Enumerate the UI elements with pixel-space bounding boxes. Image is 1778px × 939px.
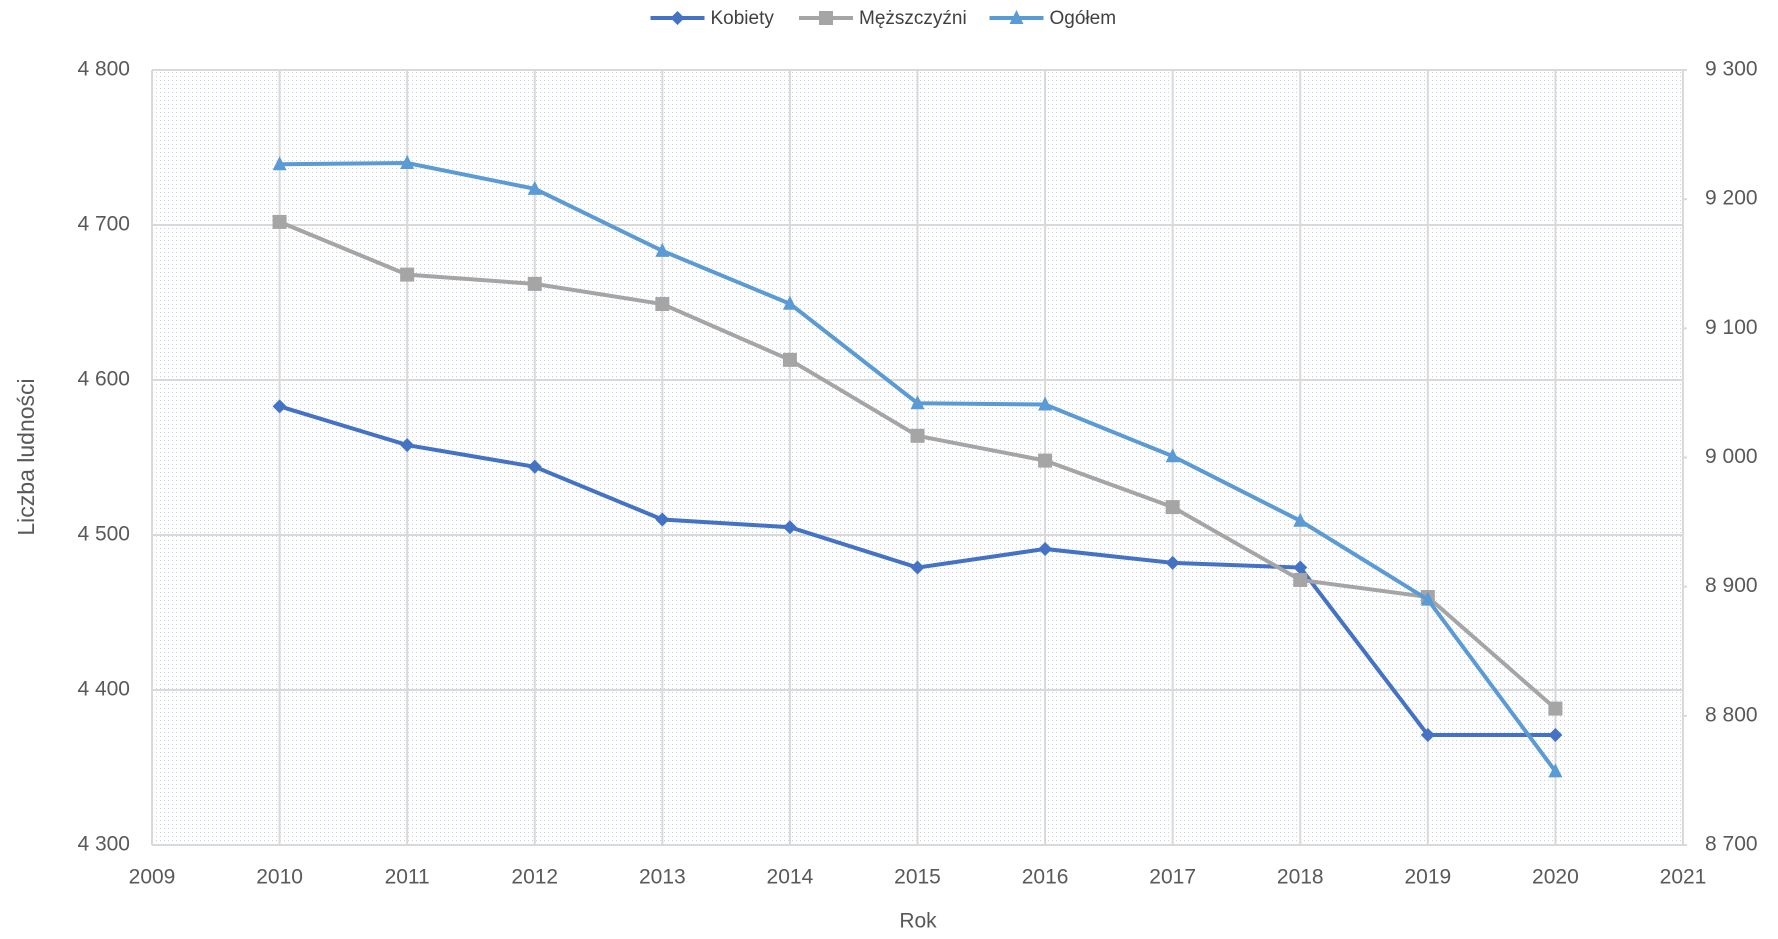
marker <box>1548 727 1563 742</box>
marker <box>1293 572 1308 587</box>
marker <box>1165 500 1180 515</box>
marker <box>782 295 797 310</box>
marker <box>1038 396 1053 411</box>
marker <box>1420 727 1435 742</box>
marker <box>655 297 670 312</box>
y-tick-label: 4 500 <box>77 523 130 546</box>
x-tick-label: 2010 <box>256 866 303 889</box>
y2-tick-label: 9 200 <box>1705 187 1758 210</box>
marker <box>400 438 415 453</box>
y-tick-label: 4 600 <box>77 368 130 391</box>
marker <box>670 11 685 25</box>
marker <box>910 428 925 443</box>
x-axis-title: Rok <box>899 910 937 933</box>
marker <box>272 399 287 414</box>
marker <box>527 180 542 195</box>
marker <box>655 512 670 527</box>
x-tick-label: 2021 <box>1660 866 1707 889</box>
marker <box>910 395 925 410</box>
marker <box>527 459 542 474</box>
marker <box>1293 512 1308 527</box>
x-tick-label: 2013 <box>639 866 686 889</box>
x-tick-label: 2015 <box>894 866 941 889</box>
x-tick-label: 2018 <box>1277 866 1324 889</box>
x-tick-label: 2012 <box>511 866 558 889</box>
y-tick-label: 4 700 <box>77 213 130 236</box>
marker <box>1009 10 1024 24</box>
marker <box>272 156 287 171</box>
x-tick-label: 2019 <box>1404 866 1451 889</box>
marker <box>400 267 415 282</box>
x-tick-label: 2017 <box>1149 866 1196 889</box>
marker <box>782 352 797 367</box>
x-tick-label: 2020 <box>1532 866 1579 889</box>
marker <box>1293 560 1308 575</box>
legend-label: Męższczyźni <box>859 8 967 29</box>
marker <box>910 560 925 575</box>
legend-label: Kobiety <box>711 8 775 29</box>
y2-tick-label: 8 900 <box>1705 574 1758 597</box>
marker <box>1165 555 1180 570</box>
marker <box>655 242 670 257</box>
marker <box>1420 591 1435 606</box>
marker <box>1038 453 1053 468</box>
y2-tick-label: 9 000 <box>1705 445 1758 468</box>
y2-tick-label: 8 800 <box>1705 703 1758 726</box>
marker <box>272 214 287 229</box>
y-axis-title: Liczba ludności <box>13 378 39 535</box>
y2-tick-label: 8 700 <box>1705 833 1758 856</box>
x-tick-label: 2016 <box>1022 866 1069 889</box>
marker <box>1038 541 1053 556</box>
marker <box>1165 448 1180 463</box>
marker <box>1548 763 1563 778</box>
marker <box>527 276 542 291</box>
y2-tick-label: 9 300 <box>1705 58 1758 81</box>
x-tick-label: 2014 <box>767 866 814 889</box>
marker <box>1548 701 1563 716</box>
y-tick-label: 4 300 <box>77 833 130 856</box>
y2-tick-label: 9 100 <box>1705 316 1758 339</box>
marker <box>782 520 797 535</box>
legend-label: Ogółem <box>1050 8 1117 29</box>
x-tick-label: 2011 <box>385 866 430 889</box>
marker <box>400 155 415 169</box>
y-tick-label: 4 800 <box>77 58 130 81</box>
x-tick-label: 2009 <box>129 866 176 889</box>
marker <box>819 11 833 25</box>
y-tick-label: 4 400 <box>77 678 130 701</box>
